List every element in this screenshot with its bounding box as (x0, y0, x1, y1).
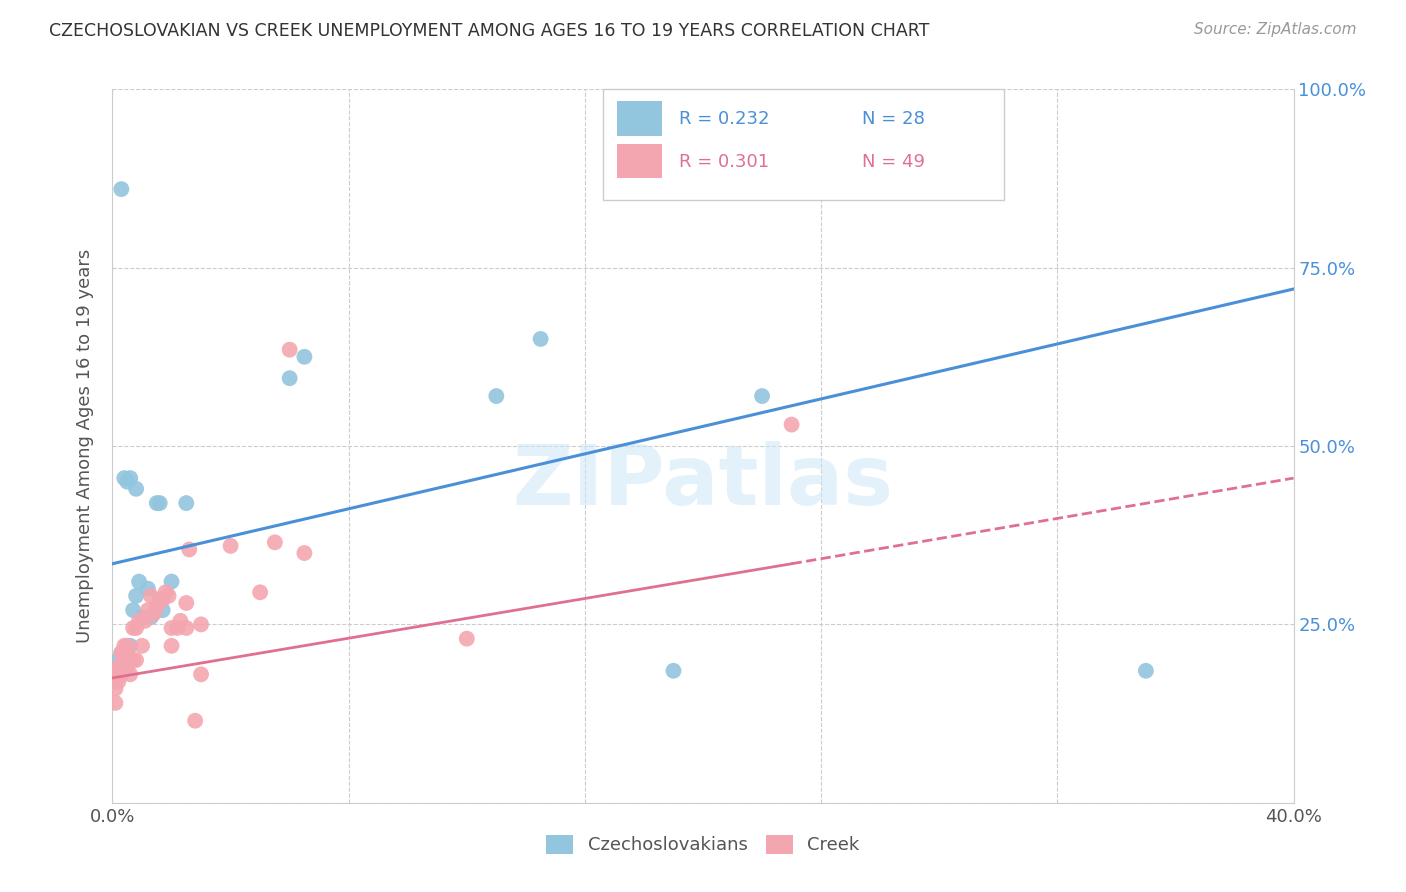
Point (190, 667, 212, 681)
Point (160, 621, 183, 635)
Point (292, 350, 315, 364)
Point (112, 639, 135, 653)
Point (110, 182, 132, 196)
Point (107, 667, 129, 681)
Text: N = 49: N = 49 (862, 153, 925, 171)
Point (128, 614, 150, 628)
Point (104, 674, 127, 689)
Point (179, 542, 201, 557)
Point (122, 621, 145, 635)
Point (107, 660, 129, 674)
Text: R = 0.232: R = 0.232 (679, 111, 770, 128)
Point (112, 646, 135, 660)
Point (485, 389, 508, 403)
Point (662, 664, 685, 678)
Point (174, 596, 197, 610)
Text: Source: ZipAtlas.com: Source: ZipAtlas.com (1194, 22, 1357, 37)
Text: R = 0.301: R = 0.301 (679, 153, 769, 171)
Point (152, 603, 174, 617)
Point (112, 646, 135, 660)
Point (104, 696, 127, 710)
Point (174, 621, 197, 635)
Point (110, 646, 132, 660)
Text: N = 28: N = 28 (862, 111, 925, 128)
Point (166, 621, 188, 635)
Point (117, 475, 138, 489)
Point (125, 621, 148, 635)
Point (136, 582, 159, 596)
Point (149, 496, 172, 510)
Point (125, 482, 148, 496)
Point (142, 607, 165, 621)
Point (117, 639, 138, 653)
Point (104, 667, 127, 681)
Bar (617, 145, 662, 178)
Point (278, 343, 301, 357)
Bar (617, 102, 662, 136)
Point (751, 389, 773, 403)
Point (110, 660, 132, 674)
Point (160, 639, 183, 653)
Point (107, 674, 129, 689)
Point (117, 639, 138, 653)
Point (117, 646, 138, 660)
Point (146, 496, 169, 510)
Point (278, 371, 301, 385)
Point (131, 639, 153, 653)
Point (157, 589, 180, 603)
Legend: Czechoslovakians, Creek: Czechoslovakians, Creek (538, 828, 868, 862)
Point (184, 714, 207, 728)
Point (780, 417, 803, 432)
Point (152, 592, 174, 607)
Point (160, 574, 183, 589)
Point (529, 332, 551, 346)
Point (146, 599, 169, 614)
Point (174, 496, 197, 510)
Point (249, 585, 271, 599)
Point (292, 546, 315, 560)
Point (134, 614, 156, 628)
Point (131, 610, 153, 624)
Point (456, 632, 478, 646)
Point (219, 539, 242, 553)
Point (1135, 664, 1157, 678)
Point (117, 660, 138, 674)
Point (139, 610, 162, 624)
Point (110, 646, 132, 660)
Point (149, 592, 172, 607)
Point (125, 653, 148, 667)
Point (120, 667, 142, 681)
FancyBboxPatch shape (603, 89, 1004, 200)
Point (155, 585, 177, 599)
Point (128, 574, 150, 589)
Point (122, 603, 145, 617)
Point (110, 667, 132, 681)
Point (125, 589, 148, 603)
Text: ZIPatlas: ZIPatlas (513, 442, 893, 522)
Point (122, 653, 145, 667)
Point (169, 614, 191, 628)
Point (190, 617, 212, 632)
Text: CZECHOSLOVAKIAN VS CREEK UNEMPLOYMENT AMONG AGES 16 TO 19 YEARS CORRELATION CHAR: CZECHOSLOVAKIAN VS CREEK UNEMPLOYMENT AM… (49, 22, 929, 40)
Y-axis label: Unemployment Among Ages 16 to 19 years: Unemployment Among Ages 16 to 19 years (76, 249, 94, 643)
Point (104, 681, 127, 696)
Point (139, 589, 162, 603)
Point (112, 653, 135, 667)
Point (107, 653, 129, 667)
Point (264, 535, 287, 549)
Point (112, 471, 135, 485)
Point (120, 639, 142, 653)
Point (120, 471, 142, 485)
Point (136, 603, 159, 617)
